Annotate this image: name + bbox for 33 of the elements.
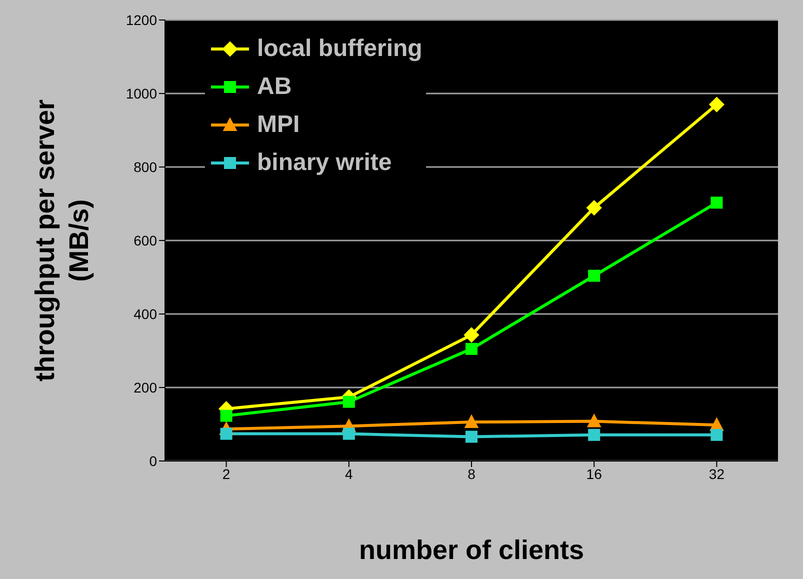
point [710,428,723,441]
point [464,327,480,343]
x-tick-label: 16 [586,466,602,482]
y-tick-label: 600 [134,232,158,248]
point [342,396,355,408]
point [466,430,478,443]
point [464,414,479,428]
point [220,428,232,440]
y-tick-label: 1200 [126,12,158,28]
y-tick-label: 1000 [126,85,158,102]
y-tick-label: 0 [149,452,158,469]
y-tick-label: 200 [134,379,158,396]
y-axis-title: throughput per server (MB/s) [30,98,94,382]
point [586,414,602,428]
x-tick-label: 4 [345,466,353,482]
legend-label: AB [257,73,292,101]
x-tick-label: 2 [222,466,230,482]
legend-label: local buffering [257,35,422,63]
x-tick-label: 8 [468,466,476,482]
point [586,200,602,216]
legend-label: MPI [257,111,300,139]
point [466,342,478,355]
x-axis-title: number of clients [358,535,584,565]
y-tick-label: 400 [134,306,158,322]
legend-label: binary write [257,149,392,177]
point [220,410,232,422]
point [708,96,724,112]
y-tick-label: 800 [134,158,158,175]
point [588,270,600,282]
point [710,196,723,209]
point [588,428,600,441]
x-tick-label: 32 [708,466,725,482]
point [342,428,355,440]
